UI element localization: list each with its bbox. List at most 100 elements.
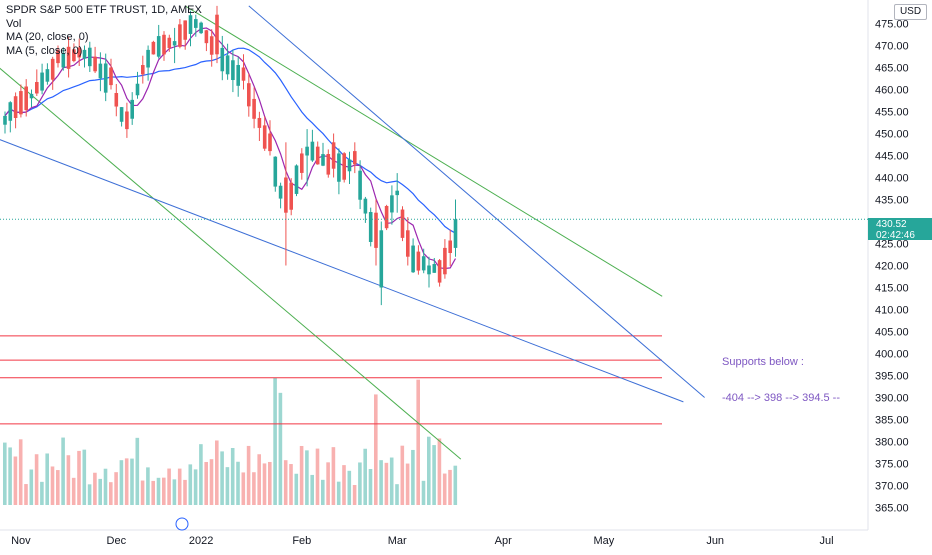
y-tick-label: 375.00 (875, 459, 909, 471)
volume-bar (315, 448, 320, 505)
volume-bar (363, 448, 367, 505)
annotation-line-1: Supports below : (722, 356, 804, 368)
y-tick-label: 465.00 (875, 63, 909, 75)
candle-body (379, 230, 384, 288)
candle-body (278, 185, 283, 199)
candle-body (390, 195, 394, 213)
candle-body (437, 260, 442, 283)
candle-body (88, 47, 92, 67)
volume-bar (18, 439, 23, 505)
channel-line (0, 67, 462, 460)
legend-volume[interactable]: Vol (6, 17, 22, 30)
candle-body (56, 49, 60, 64)
candle-body (262, 125, 267, 149)
candle-body (8, 102, 13, 121)
volume-bar (183, 479, 187, 505)
y-tick-label: 455.00 (875, 107, 909, 119)
y-tick-label: 475.00 (875, 19, 909, 31)
ma20-line (4, 47, 456, 234)
volume-bar (103, 468, 108, 505)
x-tick-label: Jul (819, 535, 833, 547)
candle-body (432, 264, 437, 273)
volume-bar (56, 470, 60, 505)
volume-bar (177, 468, 182, 505)
volume-bar (331, 447, 336, 505)
candle-body (77, 47, 81, 58)
volume-bar (326, 462, 330, 505)
volume-bar (416, 379, 420, 505)
x-tick-label: Mar (388, 535, 407, 547)
candle-body (368, 212, 373, 242)
candle-body (40, 72, 44, 91)
candle-body (342, 153, 346, 180)
candle-body (45, 69, 50, 82)
candle-body (326, 153, 331, 175)
candle-body (167, 37, 172, 48)
volume-bar (283, 460, 288, 505)
y-tick-label: 370.00 (875, 481, 909, 493)
y-tick-label: 380.00 (875, 437, 909, 449)
candle-body (321, 154, 325, 166)
volume-bar (204, 461, 208, 505)
candle-body (82, 49, 87, 59)
volume-bar (246, 445, 251, 505)
candle-body (416, 251, 421, 271)
y-tick-label: 440.00 (875, 173, 909, 185)
last-price-tag: 430.52 02:42:46 (868, 218, 932, 241)
volume-bar (167, 468, 171, 505)
candle-body (103, 63, 108, 93)
volume-bar (146, 467, 150, 505)
candle-body (236, 65, 240, 86)
volume-bar (188, 464, 193, 505)
currency-button[interactable]: USD (894, 4, 927, 20)
y-tick-label: 445.00 (875, 151, 909, 163)
volume-bar (50, 466, 55, 505)
annotation-line-2: -404 --> 398 --> 394.5 -- (722, 392, 841, 404)
y-tick-label: 470.00 (875, 41, 909, 53)
volume-bar (29, 469, 34, 505)
candle-body (146, 49, 150, 68)
candle-body (252, 98, 256, 119)
volume-bar (220, 451, 224, 505)
legend-ma20[interactable]: MA (20, close, 0) (6, 31, 89, 43)
candle-body (61, 53, 66, 68)
candle-body (310, 141, 315, 161)
candle-body (395, 190, 399, 196)
candle-body (98, 63, 103, 79)
volume-bar (236, 461, 240, 505)
candle-body (453, 219, 458, 248)
volume-bar (230, 448, 235, 505)
volume-bar (172, 479, 177, 505)
volume-bar (151, 480, 155, 505)
volume-bar (209, 459, 214, 505)
candle-body (151, 41, 156, 55)
volume-bar (432, 445, 436, 505)
candle-body (443, 247, 447, 275)
candle-body (448, 240, 452, 253)
y-tick-label: 450.00 (875, 129, 909, 141)
volume-bar (156, 477, 161, 505)
candle-body (109, 67, 113, 86)
volume-bar (24, 484, 28, 505)
legend-ma5[interactable]: MA (5, close, 0) (6, 44, 83, 57)
x-tick-label: 2022 (189, 535, 213, 547)
candle-body (305, 146, 309, 156)
candle-body (400, 209, 405, 238)
x-tick-label: Apr (495, 535, 512, 547)
legend-symbol[interactable]: SPDR S&P 500 ETF TRUST, 1D, AMEX (6, 4, 202, 16)
volume-bar (135, 437, 140, 505)
supports-annotation[interactable]: Supports below : -404 --> 398 --> 394.5 … (722, 332, 840, 416)
volume-bar (77, 450, 81, 505)
volume-bar (427, 436, 431, 505)
ma5-line (4, 27, 457, 270)
volume-bar (66, 455, 71, 505)
candle-body (29, 93, 34, 99)
volume-bar (61, 437, 65, 505)
volume-bar (421, 480, 426, 505)
volume-bar (405, 463, 410, 505)
volume-bar (225, 467, 230, 505)
candle-body (231, 60, 235, 81)
candle-body (427, 265, 431, 275)
